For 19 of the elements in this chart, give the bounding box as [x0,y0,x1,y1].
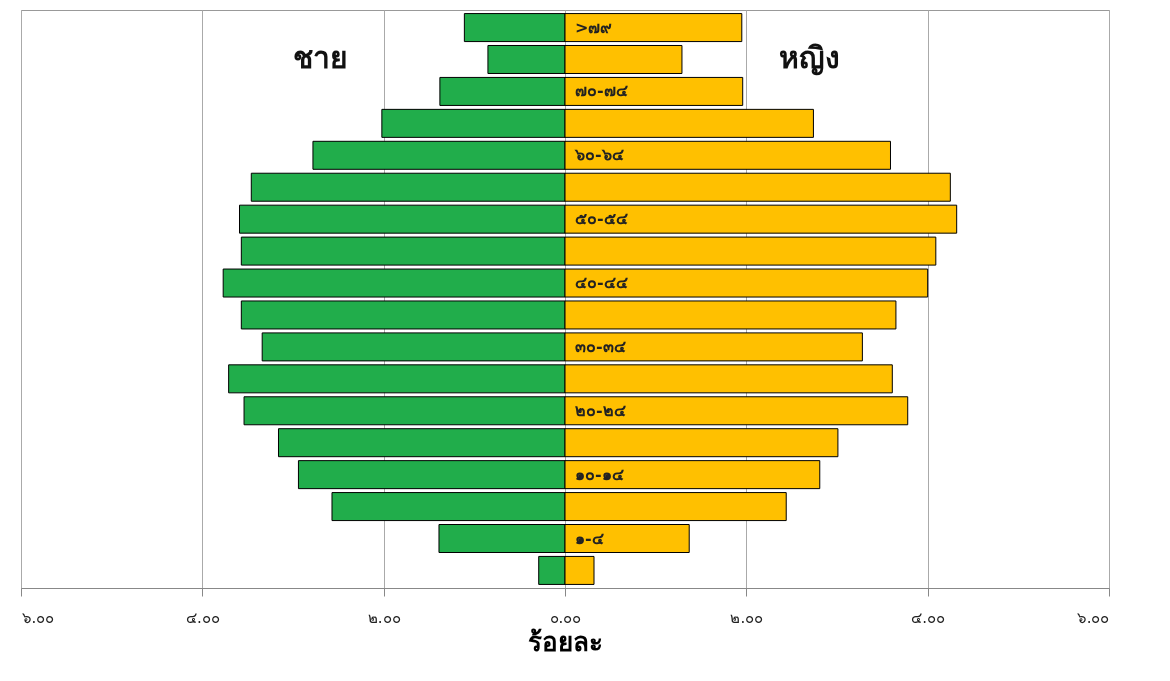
y-tick-label: ๓๐-๓๔ [575,336,626,356]
x-tick-label: ๐.๐๐ [549,608,582,627]
y-tick-label: ๑๐-๑๔ [575,464,624,484]
x-axis-title: ร้อยละ [528,626,603,657]
y-tick-label: ๒๐-๒๔ [575,400,626,420]
series-label: ชาย [292,40,348,76]
y-tick-label: >๗๙ [575,17,613,37]
x-tick-label: ๒.๐๐ [730,608,764,627]
y-tick-label: ๗๐-๗๔ [575,81,628,101]
x-tick-label: ๖.๐๐ [1076,608,1110,627]
x-tick-label: ๔.๐๐ [911,608,946,627]
x-tick-label: ๒.๐๐ [367,608,401,627]
x-tick-label: ๔.๐๐ [185,608,220,627]
y-tick-label: ๑-๔ [575,528,604,548]
series-label: หญิง [779,40,841,77]
y-tick-label: ๕๐-๕๔ [575,209,628,229]
y-tick-label: ๖๐-๖๔ [574,145,624,165]
x-tick-label: ๖.๐๐ [21,608,55,627]
y-tick-label: ๔๐-๔๔ [575,273,628,293]
